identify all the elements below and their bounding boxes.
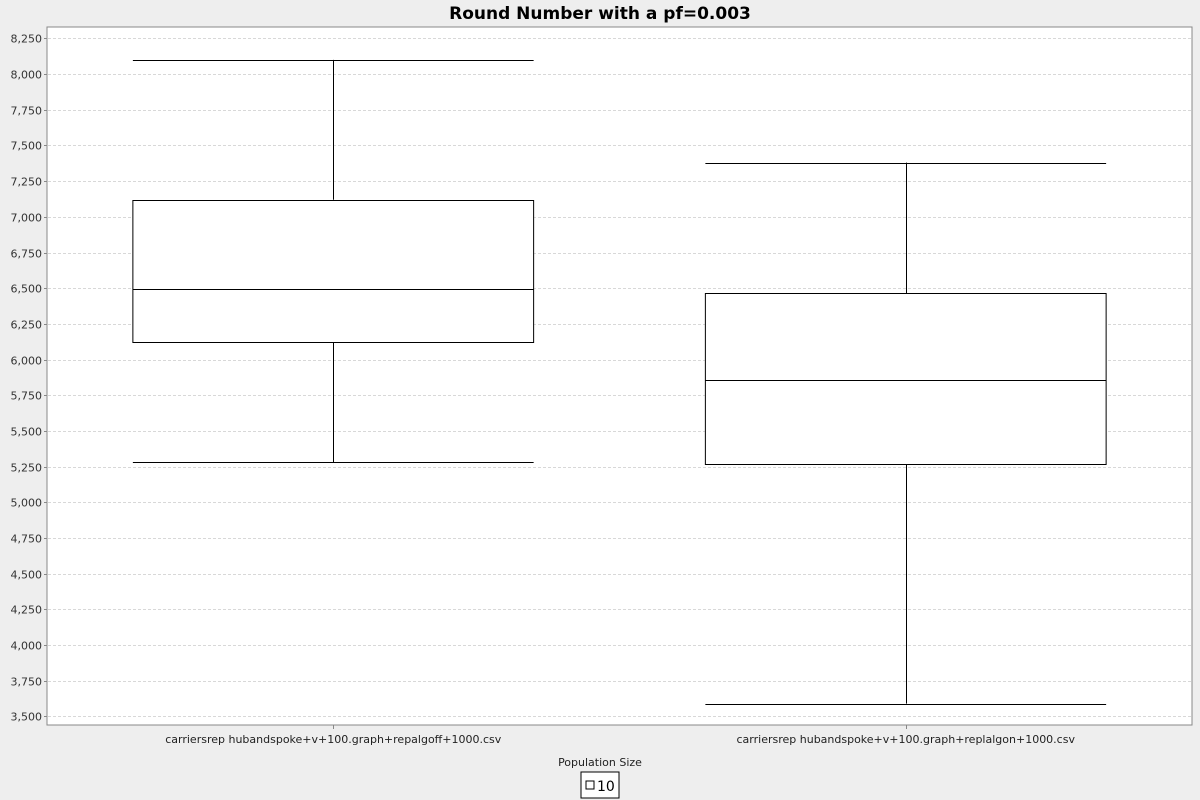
y-tick-label: 6,250: [11, 319, 43, 332]
y-tick-label: 4,250: [11, 604, 43, 617]
x-category-label: carriersrep hubandspoke+v+100.graph+repa…: [165, 733, 502, 746]
y-tick-label: 6,500: [11, 283, 43, 296]
y-tick-label: 7,000: [11, 212, 43, 225]
box-plot-2[interactable]: [704, 162, 1107, 705]
x-category-label: carriersrep hubandspoke+v+100.graph+repl…: [737, 733, 1076, 746]
y-tick-label: 4,500: [11, 569, 43, 582]
y-tick-label: 4,750: [11, 533, 43, 546]
chart-title: Round Number with a pf=0.003: [449, 4, 751, 24]
y-tick-label: 3,500: [11, 711, 43, 724]
y-tick-label: 5,000: [11, 497, 43, 510]
y-tick-label: 5,500: [11, 426, 43, 439]
y-tick-label: 8,000: [11, 69, 43, 82]
legend-entry-label: 10: [597, 779, 615, 795]
legend-swatch-icon: [585, 780, 595, 790]
legend[interactable]: Population Size 10: [558, 756, 642, 799]
iqr-box: [704, 293, 1107, 465]
box-plot-1[interactable]: [132, 59, 535, 463]
legend-title: Population Size: [558, 756, 642, 769]
y-axis-ticks: 3,500 3,750 4,000 4,250 4,500 4,750 5,000 5,250…: [11, 33, 47, 724]
y-tick-label: 3,750: [11, 676, 43, 689]
y-tick-label: 7,750: [11, 105, 43, 118]
y-tick-label: 7,250: [11, 176, 43, 189]
y-tick-label: 5,250: [11, 462, 43, 475]
x-axis-categories: carriersrep hubandspoke+v+100.graph+repa…: [165, 725, 1075, 746]
y-tick-label: 4,000: [11, 640, 43, 653]
y-tick-label: 5,750: [11, 390, 43, 403]
box-layer: [132, 59, 1107, 705]
y-tick-label: 8,250: [11, 33, 43, 46]
y-tick-label: 6,000: [11, 355, 43, 368]
iqr-box: [132, 200, 535, 343]
y-tick-label: 7,500: [11, 140, 43, 153]
y-tick-label: 6,750: [11, 248, 43, 261]
